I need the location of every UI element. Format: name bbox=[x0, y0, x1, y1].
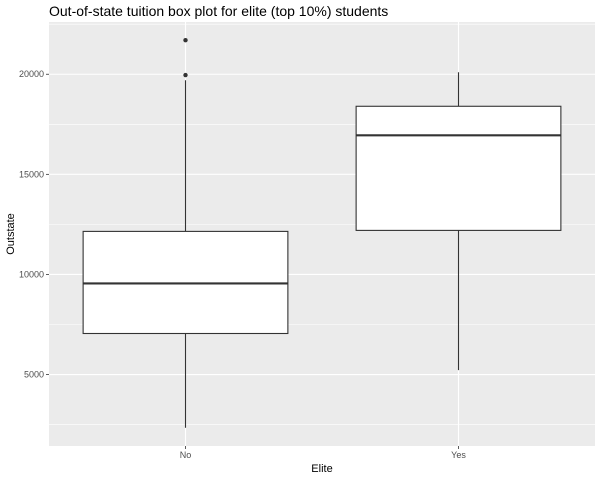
box-iqr bbox=[355, 105, 562, 231]
x-tick-label: No bbox=[180, 450, 192, 460]
y-tick-label: 10000 bbox=[19, 269, 44, 279]
x-tick-label: Yes bbox=[451, 450, 466, 460]
box-no bbox=[82, 38, 289, 428]
boxes-layer bbox=[82, 38, 562, 428]
y-tick-label: 5000 bbox=[24, 370, 44, 380]
chart-title: Out-of-state tuition box plot for elite … bbox=[49, 3, 388, 19]
y-tick-label: 20000 bbox=[19, 69, 44, 79]
y-axis-title: Outstate bbox=[5, 213, 17, 255]
box-yes bbox=[355, 72, 562, 371]
axes: 5000 10000 15000 20000 No Yes bbox=[19, 69, 466, 460]
x-axis-title: Elite bbox=[311, 463, 332, 475]
y-tick-label: 15000 bbox=[19, 169, 44, 179]
outlier-point bbox=[183, 38, 188, 43]
outlier-point bbox=[183, 72, 188, 78]
